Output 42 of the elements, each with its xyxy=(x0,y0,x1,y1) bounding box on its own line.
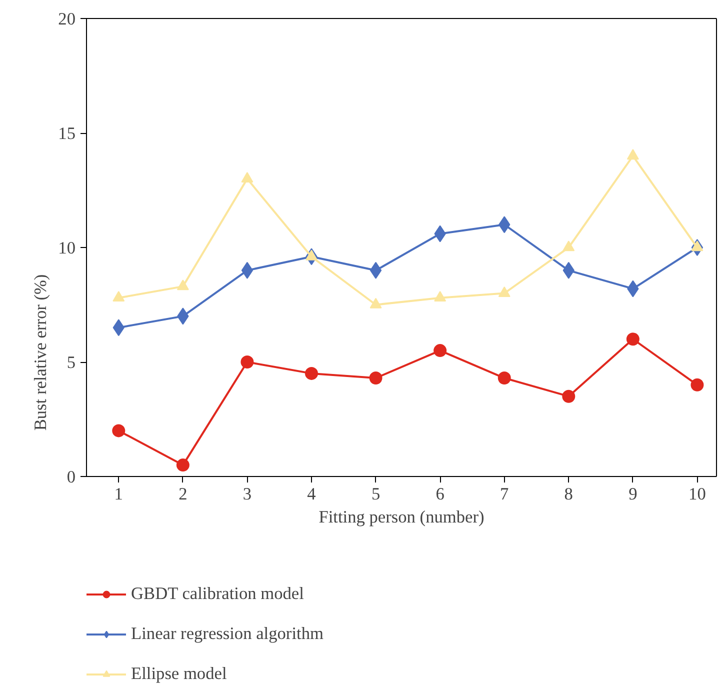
x-tick-label: 4 xyxy=(307,484,316,504)
y-tick-label: 15 xyxy=(58,124,76,143)
x-tick-label: 2 xyxy=(178,484,188,504)
legend-label: Ellipse model xyxy=(131,664,227,684)
x-tick-label: 7 xyxy=(500,484,510,504)
point xyxy=(690,378,704,392)
x-tick-label: 10 xyxy=(688,484,706,504)
y-axis-title: Bust relative error (%) xyxy=(31,274,50,431)
x-tick-label: 5 xyxy=(371,484,380,504)
x-tick-label: 1 xyxy=(114,484,123,504)
y-tick-label: 5 xyxy=(66,353,76,372)
x-tick-label: 3 xyxy=(242,484,252,504)
point xyxy=(626,332,640,346)
point xyxy=(370,298,382,308)
legend-label: GBDT calibration model xyxy=(131,584,304,604)
point xyxy=(112,424,126,438)
point xyxy=(498,372,511,385)
point xyxy=(305,366,318,380)
point xyxy=(176,458,190,472)
legend-label: Linear regression algorithm xyxy=(131,624,324,644)
point xyxy=(241,172,254,182)
point xyxy=(306,250,318,260)
x-axis-title: Fitting person (number) xyxy=(318,508,485,526)
point xyxy=(176,280,189,290)
point xyxy=(240,356,254,368)
point xyxy=(626,149,639,160)
x-tick-label: 6 xyxy=(436,484,445,504)
point xyxy=(498,286,510,297)
point xyxy=(562,390,576,403)
point xyxy=(370,262,382,279)
x-tick-label: 8 xyxy=(564,484,573,504)
point xyxy=(562,240,575,252)
point xyxy=(691,240,704,252)
point xyxy=(434,344,447,358)
x-tick-label: 9 xyxy=(628,484,638,504)
point xyxy=(369,372,382,385)
point xyxy=(241,262,254,279)
point xyxy=(434,291,446,302)
y-tick-label: 10 xyxy=(58,238,76,258)
y-tick-label: 0 xyxy=(66,468,76,486)
point xyxy=(112,291,125,302)
y-tick-label: 20 xyxy=(58,10,76,28)
